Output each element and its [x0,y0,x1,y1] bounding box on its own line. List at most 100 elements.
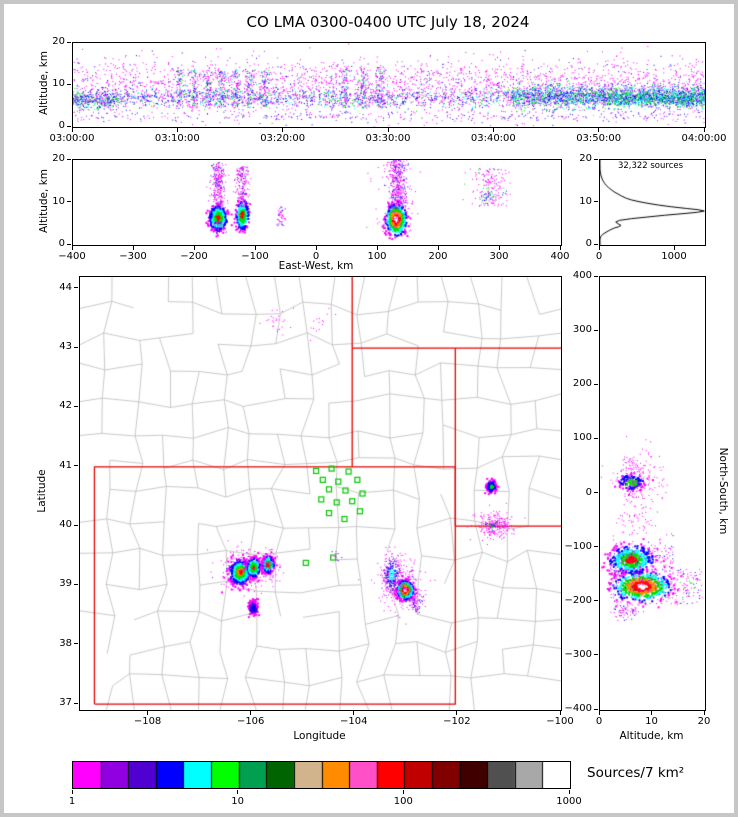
tick-mark [67,41,71,43]
tick-label: 20 [697,716,711,727]
tick-mark [74,465,78,467]
tick-mark [132,246,134,250]
tick-label: 03:40:00 [470,133,516,144]
tick-mark [74,643,78,645]
tick-label: −300 [564,648,592,660]
tick-mark [387,128,389,132]
map-xlabel: Longitude [293,730,346,742]
tick-mark [568,790,570,794]
colorbar [72,761,571,789]
tick-mark [74,583,78,585]
altitude-histogram-canvas [600,160,705,245]
tick-label: 03:20:00 [260,133,306,144]
tick-mark [651,711,652,715]
tick-label: 300 [572,324,592,336]
tick-label: 1000 [556,796,582,807]
tick-label: 100 [367,251,387,262]
east-west-height-panel [72,159,562,246]
tick-mark [594,546,598,548]
tick-mark [594,492,598,493]
tick-mark [237,790,239,794]
ns-height-ylabel: North-South, km [717,447,729,535]
tick-mark [598,128,600,132]
tick-label: −100 [564,540,592,552]
tick-label: 0 [595,251,603,262]
tick-label: 40 [59,519,72,531]
tick-mark [74,405,78,407]
tick-mark [376,246,378,250]
figure-title: CO LMA 0300-0400 UTC July 18, 2024 [246,13,530,31]
tick-mark [594,654,598,656]
tick-mark [594,243,598,245]
tick-mark [492,128,494,132]
tick-mark [71,790,73,794]
tick-label: 10 [579,195,592,207]
tick-label: 100 [572,432,592,444]
tick-mark [250,711,252,715]
tick-mark [353,711,355,715]
tick-label: 42 [59,400,72,412]
tick-label: 20 [52,153,65,164]
tick-label: 03:10:00 [154,133,200,144]
tick-label: 0 [585,486,592,498]
tick-label: 10 [231,796,245,807]
tick-mark [703,711,705,715]
tick-mark [71,246,73,250]
tick-label: −400 [58,251,86,262]
north-south-height-canvas [600,277,705,710]
tick-label: 400 [550,251,570,262]
colorbar-canvas [73,762,570,788]
tick-mark [147,711,149,715]
tick-mark [594,708,598,710]
tick-label: 38 [59,637,72,649]
tick-label: 0 [312,251,320,262]
tick-label: −300 [119,251,147,262]
tick-mark [74,346,78,348]
tick-mark [598,246,600,250]
north-south-height-panel [599,276,706,711]
tick-label: 03:50:00 [576,133,622,144]
tick-mark [594,437,598,439]
tick-label: 0 [585,238,592,249]
time-height-canvas [73,43,705,127]
tick-label: 03:30:00 [365,133,411,144]
tick-label: 10 [52,78,65,89]
map-ylabel: Latitude [36,469,48,513]
colorbar-label: Sources/7 km² [587,765,685,781]
tick-mark [456,711,458,715]
tick-label: 41 [59,459,72,471]
tick-label: −100 [546,716,574,727]
time-height-panel [72,42,706,128]
tick-label: 300 [489,251,509,262]
tick-mark [254,246,256,250]
tick-mark [594,329,598,331]
tick-label: 1 [68,796,76,807]
tick-mark [594,201,598,202]
tick-label: −200 [180,251,208,262]
tick-label: 37 [59,697,72,709]
tick-mark [673,246,675,250]
tick-label: 200 [572,378,592,390]
tick-mark [703,128,705,132]
tick-label: 10 [645,716,658,727]
tick-mark [193,246,195,250]
tick-mark [67,201,71,202]
ew-height-xlabel: East-West, km [278,260,354,272]
ns-height-xlabel: Altitude, km [619,730,684,742]
tick-mark [559,246,561,250]
plan-view-map-canvas [80,277,561,710]
tick-label: 10 [52,195,65,207]
tick-mark [67,83,71,85]
tick-mark [74,702,78,704]
tick-mark [598,711,600,715]
east-west-height-canvas [73,160,561,245]
tick-mark [402,790,404,794]
source-count-annotation: 32,322 sources [617,161,684,171]
tick-label: 39 [59,578,72,590]
tick-mark [282,128,284,132]
tick-mark [594,383,598,385]
tick-label: 20 [52,36,65,47]
tick-mark [176,128,178,132]
tick-mark [67,125,71,127]
